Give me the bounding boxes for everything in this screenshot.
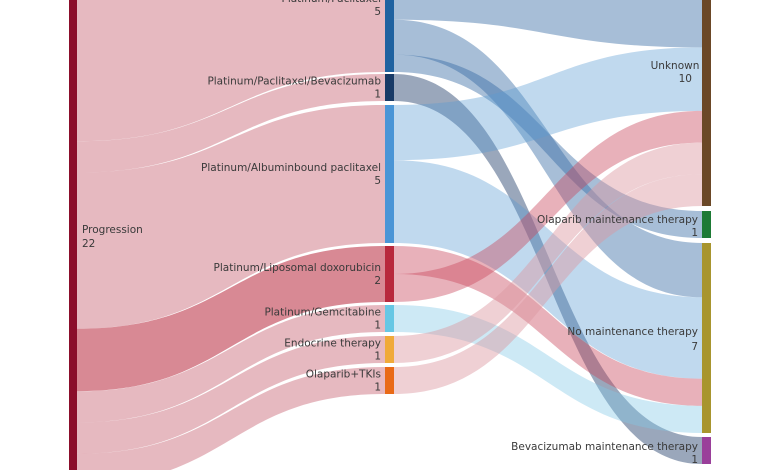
value-progression: 22 xyxy=(82,238,95,250)
nodes xyxy=(69,0,711,470)
node-progression xyxy=(69,0,77,470)
value-no-maintenance-therapy: 7 xyxy=(691,341,698,353)
value-olaparib-tkis: 1 xyxy=(374,382,381,394)
link-alb-to-nmt xyxy=(394,160,702,379)
labels: Progression22Platinum/Paclitaxel5Platinu… xyxy=(82,0,699,466)
node-platinum-albuminbound-paclitaxel xyxy=(385,105,394,243)
link-endo-to-unk xyxy=(394,142,702,363)
label-olaparib-maintenance-therapy: Olaparib maintenance therapy xyxy=(537,214,698,226)
label-unknown: Unknown xyxy=(651,60,700,72)
value-bevacizumab-maintenance-therapy: 1 xyxy=(691,454,698,466)
node-platinum-gemcitabine xyxy=(385,305,394,332)
links-left xyxy=(77,0,385,470)
link-progression-to-ola xyxy=(77,367,385,470)
link-alb-to-unk xyxy=(394,47,702,161)
label-bevacizumab-maintenance-therapy: Bevacizumab maintenance therapy xyxy=(511,441,698,453)
label-progression: Progression xyxy=(82,224,143,236)
link-bev-to-bmt xyxy=(394,74,702,464)
node-olaparib-maintenance-therapy xyxy=(702,211,711,238)
node-platinum-paclitaxel-bevacizumab xyxy=(385,74,394,101)
node-olaparib-tkis xyxy=(385,367,394,394)
link-progression-to-lip xyxy=(77,246,385,392)
value-platinum-gemcitabine: 1 xyxy=(374,320,381,332)
link-pac-to-nmt xyxy=(394,19,702,298)
value-unknown: 10 xyxy=(679,73,692,85)
label-no-maintenance-therapy: No maintenance therapy xyxy=(567,326,698,338)
value-endocrine-therapy: 1 xyxy=(374,351,381,363)
link-progression-to-pac xyxy=(77,0,385,142)
link-lip-to-unk xyxy=(394,110,702,302)
label-platinum-albuminbound-paclitaxel: Platinum/Albuminbound paclitaxel xyxy=(201,162,381,174)
link-lip-to-nmt xyxy=(394,246,702,406)
link-progression-to-gem xyxy=(77,305,385,423)
node-platinum-liposomal-doxorubicin xyxy=(385,246,394,302)
value-platinum-paclitaxel-bevacizumab: 1 xyxy=(374,89,381,101)
node-bevacizumab-maintenance-therapy xyxy=(702,437,711,464)
label-platinum-paclitaxel-bevacizumab: Platinum/Paclitaxel/Bevacizumab xyxy=(207,76,381,88)
link-gem-to-nmt xyxy=(394,305,702,433)
link-ola-to-unk xyxy=(394,174,702,394)
link-progression-to-bev xyxy=(77,74,385,173)
value-platinum-albuminbound-paclitaxel: 5 xyxy=(374,175,381,187)
label-olaparib-tkis: Olaparib+TKIs xyxy=(306,369,381,381)
value-platinum-liposomal-doxorubicin: 2 xyxy=(374,275,381,287)
label-endocrine-therapy: Endocrine therapy xyxy=(284,338,381,350)
label-platinum-gemcitabine: Platinum/Gemcitabine xyxy=(264,307,381,319)
node-no-maintenance-therapy xyxy=(702,243,711,433)
link-progression-to-alb xyxy=(77,105,385,329)
links-right xyxy=(394,0,702,464)
link-pac-to-omt xyxy=(394,54,702,238)
node-unknown xyxy=(702,0,711,206)
label-platinum-liposomal-doxorubicin: Platinum/Liposomal doxorubicin xyxy=(214,262,381,274)
node-endocrine-therapy xyxy=(385,336,394,363)
node-platinum-paclitaxel xyxy=(385,0,394,72)
link-progression-to-endo xyxy=(77,336,385,454)
link-pac-to-unk xyxy=(394,0,702,48)
value-olaparib-maintenance-therapy: 1 xyxy=(691,227,698,239)
value-platinum-paclitaxel: 5 xyxy=(374,6,381,18)
label-platinum-paclitaxel: Platinum/Paclitaxel xyxy=(281,0,381,5)
